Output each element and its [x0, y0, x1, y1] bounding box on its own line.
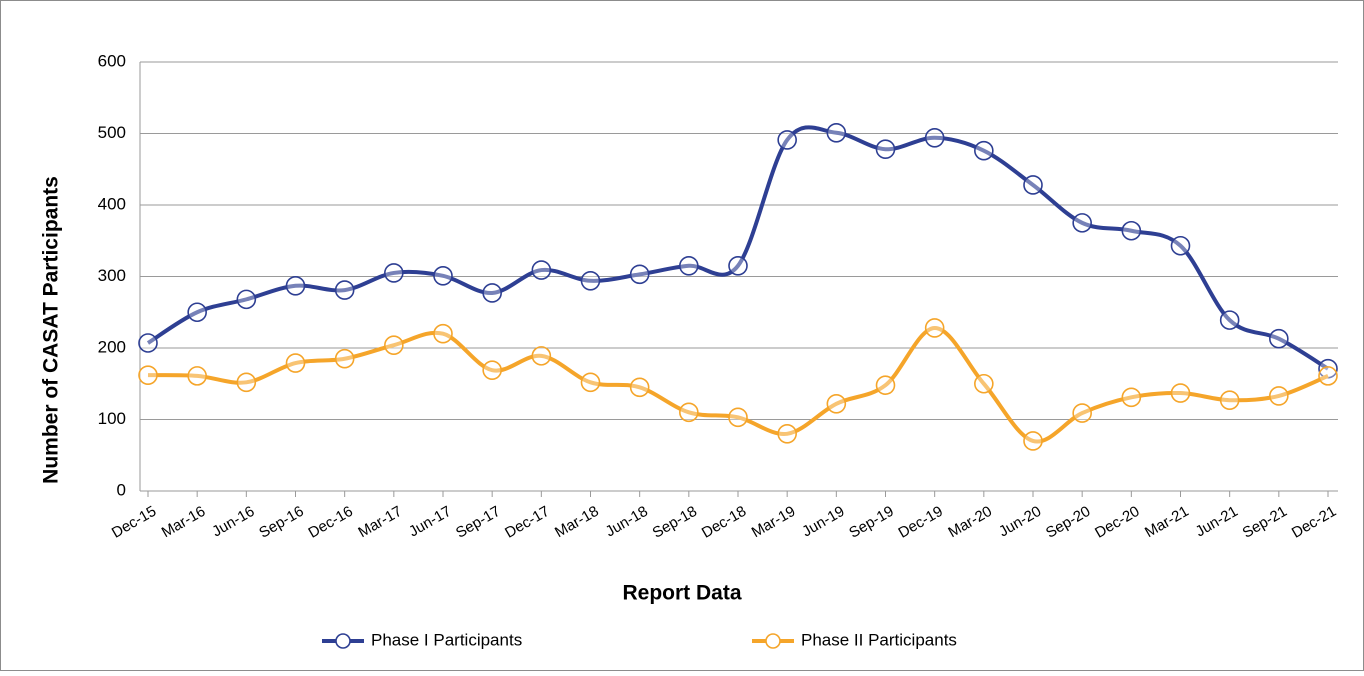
- data-point: [384, 335, 404, 355]
- data-point: [580, 372, 601, 393]
- data-point: [236, 289, 257, 310]
- data-point: [1269, 328, 1289, 349]
- data-point: [1072, 403, 1092, 423]
- data-point: [1121, 387, 1142, 408]
- data-point: [285, 275, 306, 296]
- data-point: [679, 402, 699, 423]
- data-point: [1170, 383, 1191, 403]
- data-point: [777, 423, 797, 444]
- data-point: [138, 333, 158, 353]
- x-axis-title: Report Data: [622, 582, 741, 605]
- data-point: [482, 360, 502, 380]
- data-point: [1219, 310, 1240, 330]
- data-point: [629, 377, 650, 398]
- data-point: [875, 375, 896, 395]
- data-point: [334, 348, 355, 369]
- data-point: [187, 302, 207, 323]
- legend-marker: [765, 633, 781, 649]
- data-point: [1023, 431, 1043, 451]
- data-point: [728, 255, 748, 276]
- data-point: [580, 270, 601, 291]
- y-tick-label: 100: [98, 409, 126, 428]
- y-tick-label: 0: [117, 480, 126, 499]
- legend-label: Phase II Participants: [801, 630, 957, 649]
- data-point: [334, 280, 355, 300]
- data-point: [285, 353, 306, 373]
- data-point: [826, 393, 847, 414]
- data-point: [777, 130, 797, 150]
- legend-label: Phase I Participants: [371, 630, 522, 649]
- y-axis-title: Number of CASAT Participants: [40, 176, 63, 484]
- data-point: [433, 323, 453, 344]
- legend-marker: [335, 633, 351, 649]
- data-point: [531, 346, 552, 366]
- data-point: [974, 140, 994, 161]
- data-point: [1269, 386, 1289, 406]
- data-point: [826, 122, 847, 143]
- data-point: [384, 263, 404, 283]
- data-point: [875, 139, 896, 160]
- data-point: [1121, 220, 1142, 241]
- data-point: [1170, 235, 1191, 256]
- data-point: [482, 283, 502, 303]
- data-point: [1023, 175, 1043, 195]
- data-point: [1318, 366, 1338, 386]
- y-tick-label: 200: [98, 337, 126, 356]
- data-point: [728, 407, 748, 428]
- y-tick-label: 600: [98, 51, 126, 70]
- data-point: [138, 365, 158, 385]
- y-tick-label: 500: [98, 123, 126, 142]
- data-point: [924, 318, 945, 338]
- data-point: [1072, 213, 1092, 233]
- data-point: [433, 265, 453, 286]
- series-line: [146, 125, 1330, 371]
- y-tick-label: 400: [98, 194, 126, 213]
- data-point: [187, 366, 207, 386]
- data-point: [629, 264, 650, 285]
- data-point: [1219, 390, 1240, 410]
- data-point: [924, 127, 945, 148]
- data-point: [974, 373, 994, 394]
- data-point: [236, 372, 257, 393]
- y-tick-label: 300: [98, 266, 126, 285]
- data-point: [679, 255, 699, 276]
- data-point: [531, 260, 552, 280]
